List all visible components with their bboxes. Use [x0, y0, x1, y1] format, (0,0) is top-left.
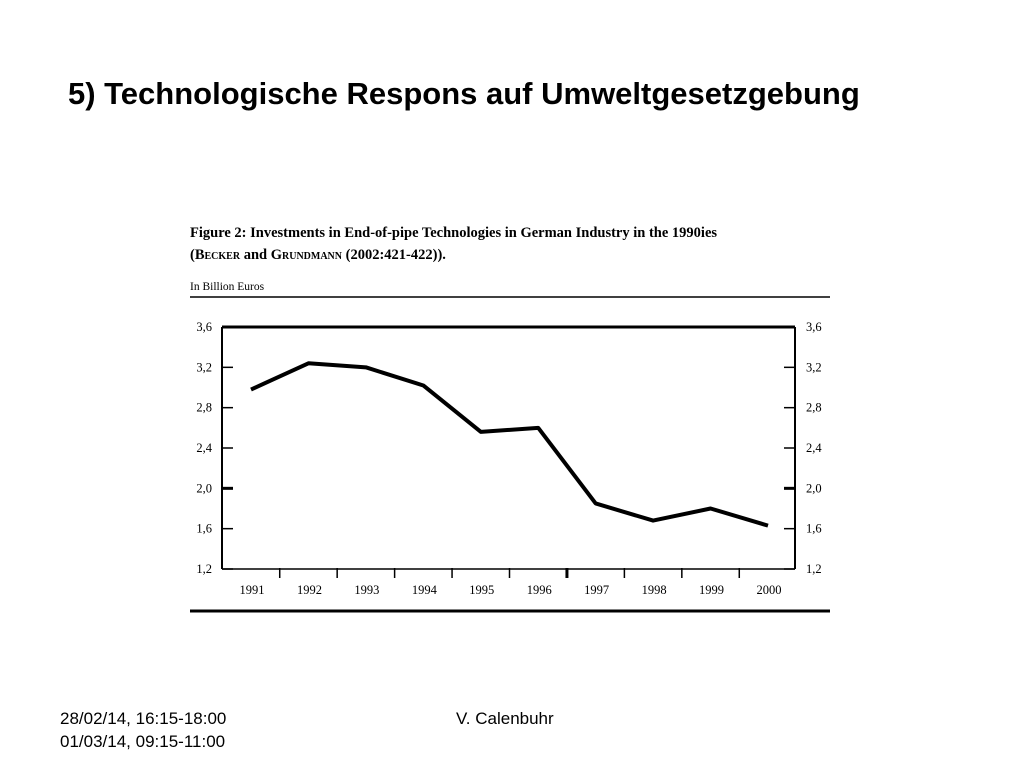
series-line — [250, 361, 769, 528]
figure-caption-line2: (Becker and Grundmann (2002:421-422)). — [190, 244, 840, 266]
figure-caption-line1: Figure 2: Investments in End-of-pipe Tec… — [190, 225, 718, 241]
y-tick-label-left: 3,2 — [196, 360, 212, 374]
caption-and: and — [240, 247, 271, 263]
caption-author2: Grundmann — [270, 247, 342, 263]
y-tick-label-right: 2,8 — [806, 401, 822, 415]
y-tick-label-right: 2,4 — [806, 441, 822, 455]
caption-reference: (2002:421-422)). — [342, 247, 446, 263]
y-tick-label-left: 1,6 — [196, 522, 212, 536]
y-tick-label-left: 2,0 — [196, 481, 212, 495]
y-tick-label-right: 2,0 — [806, 481, 822, 495]
footer-author: V. Calenbuhr — [456, 709, 554, 728]
x-tick-label: 1997 — [584, 583, 609, 597]
x-tick-label: 2000 — [757, 583, 782, 597]
x-tick-label: 1998 — [642, 583, 667, 597]
x-tick-label: 1993 — [354, 583, 379, 597]
caption-open-paren: ( — [190, 247, 195, 263]
x-tick-label: 1991 — [240, 583, 265, 597]
y-ticks-right: 1,2 1,6 2,0 2,4 2,8 3,2 3,6 — [784, 320, 822, 576]
unit-label: In Billion Euros — [190, 281, 265, 293]
y-tick-label-left: 1,2 — [196, 562, 212, 576]
footer-date-1: 28/02/14, 16:15-18:00 — [60, 709, 227, 728]
y-tick-label-left: 2,4 — [196, 441, 212, 455]
x-tick-label: 1999 — [699, 583, 724, 597]
caption-author1: Becker — [194, 247, 241, 263]
x-tick-label: 1992 — [297, 583, 322, 597]
figure-caption: Figure 2: Investments in End-of-pipe Tec… — [190, 222, 840, 266]
y-tick-label-left: 2,8 — [196, 401, 212, 415]
y-tick-label-left: 3,6 — [196, 320, 212, 334]
x-tick-label: 1996 — [527, 583, 552, 597]
y-tick-label-right: 3,2 — [806, 360, 822, 374]
series-group — [250, 361, 769, 528]
footer-date-2: 01/03/14, 09:15-11:00 — [60, 732, 226, 751]
y-tick-label-right: 1,2 — [806, 562, 822, 576]
x-ticks: 1991 1992 1993 1994 1995 1996 1997 1998 1999 2000 — [240, 568, 782, 597]
y-ticks-left: 1,2 1,6 2,0 2,4 2,8 3,2 3,6 — [196, 320, 233, 576]
footer-dates: 28/02/14, 16:15-18:00 01/03/14, 09:15-11… — [60, 707, 226, 753]
y-tick-label-right: 3,6 — [806, 320, 822, 334]
y-tick-label-right: 1,6 — [806, 522, 822, 536]
x-tick-label: 1994 — [412, 583, 438, 597]
x-tick-label: 1995 — [469, 583, 494, 597]
slide-title: 5) Technologische Respons auf Umweltgese… — [68, 76, 860, 111]
